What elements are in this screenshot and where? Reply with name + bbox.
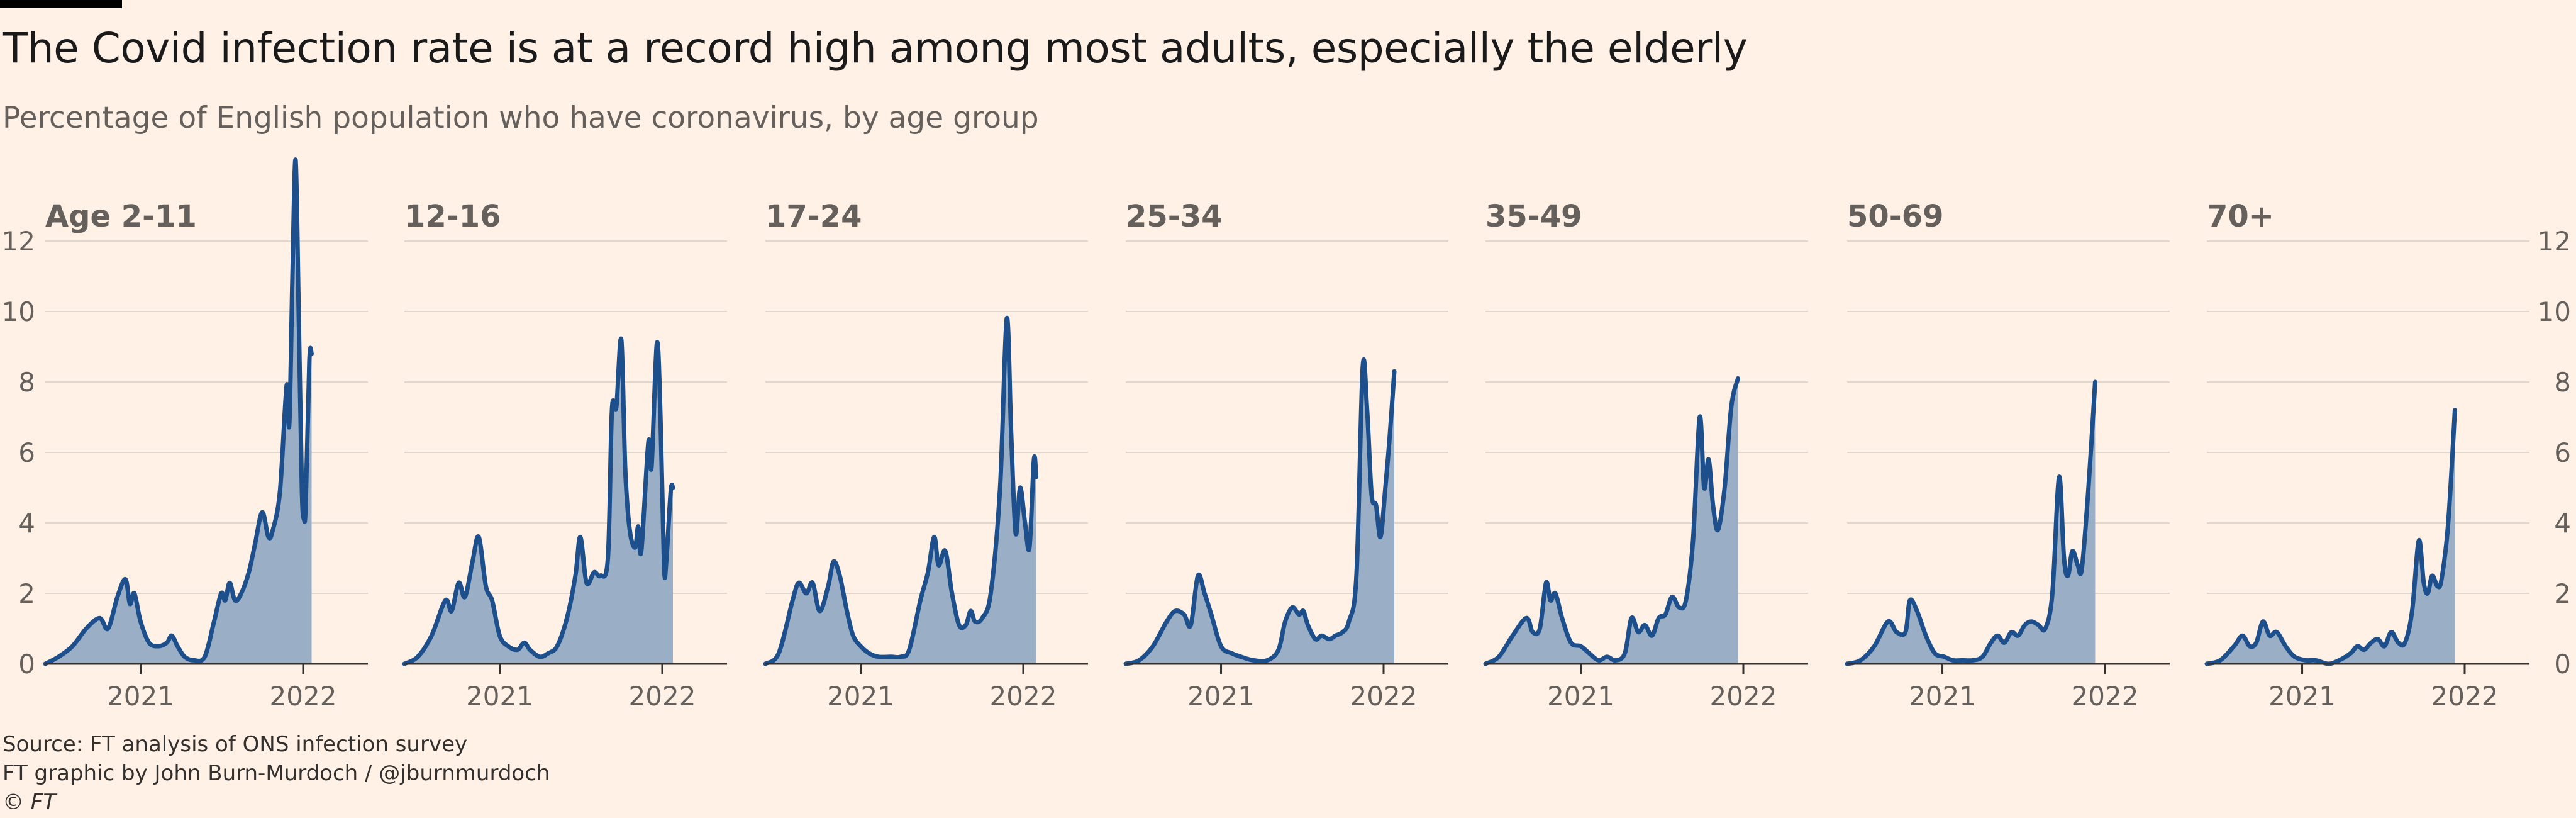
y-tick-label-left: 4: [18, 508, 35, 539]
x-tick-label: 2021: [1547, 681, 1614, 712]
series-line-50-69: [1845, 379, 2097, 666]
panel-label-25-34: 25-34: [1126, 199, 1223, 234]
panel-label-age-2-11: Age 2-11: [45, 199, 197, 234]
panel-label-50-69: 50-69: [1847, 199, 1944, 234]
y-tick-label-left: 6: [18, 437, 35, 468]
y-tick-label-right: 2: [2554, 578, 2571, 609]
area-50-69: [1847, 382, 2096, 664]
y-tick-label-right: 10: [2538, 296, 2571, 327]
panel-label-70: 70+: [2207, 199, 2274, 234]
x-tick-label: 2021: [466, 681, 533, 712]
footer: Source: FT analysis of ONS infection sur…: [3, 730, 550, 817]
x-tick-label: 2021: [1187, 681, 1255, 712]
x-tick-label: 2021: [2268, 681, 2336, 712]
series-line-12-16: [402, 336, 675, 666]
area-25-34: [1126, 359, 1394, 664]
credit-note: FT graphic by John Burn-Murdoch / @jburn…: [3, 761, 550, 786]
x-tick-label: 2021: [827, 681, 894, 712]
y-tick-label-left: 2: [18, 578, 35, 609]
series-line-17-24: [763, 315, 1038, 666]
panel-label-35-49: 35-49: [1485, 199, 1582, 234]
series-line-age-2-11: [43, 157, 314, 666]
x-tick-label: 2022: [2072, 681, 2139, 712]
x-tick-label: 2022: [629, 681, 696, 712]
chart-title: The Covid infection rate is at a record …: [3, 24, 1748, 72]
y-tick-label-right: 4: [2554, 508, 2571, 539]
area-70: [2207, 410, 2455, 664]
x-tick-label: 2021: [107, 681, 174, 712]
x-tick-label: 2021: [1909, 681, 1976, 712]
brand-bar: [0, 0, 122, 8]
y-tick-label-left: 8: [18, 367, 35, 398]
area-12-16: [404, 338, 673, 664]
x-tick-label: 2022: [2431, 681, 2499, 712]
x-tick-label: 2022: [990, 681, 1057, 712]
y-tick-label-right: 6: [2554, 437, 2571, 468]
source-note: Source: FT analysis of ONS infection sur…: [3, 732, 468, 757]
panel-label-12-16: 12-16: [404, 199, 501, 234]
x-tick-label: 2022: [1350, 681, 1418, 712]
y-tick-label-left: 10: [2, 296, 35, 327]
area-age-2-11: [45, 159, 312, 664]
series-line-25-34: [1123, 357, 1397, 666]
y-tick-label-left: 12: [2, 226, 35, 257]
y-tick-label-left: 0: [18, 649, 35, 680]
x-tick-label: 2022: [1710, 681, 1777, 712]
series-line-70: [2204, 408, 2457, 666]
chart-subtitle: Percentage of English population who hav…: [3, 101, 1039, 135]
copyright-note: © FT: [3, 790, 57, 815]
series-line-35-49: [1483, 376, 1740, 666]
area-17-24: [765, 318, 1036, 664]
y-tick-label-right: 8: [2554, 367, 2571, 398]
small-multiples-chart: 0 0 2 2 4 4 6 6 8 8 10 10 12 12 2021 2022 Age 2-11 2021 20…: [2, 157, 2571, 712]
panel-label-17-24: 17-24: [765, 199, 862, 234]
y-tick-label-right: 12: [2538, 226, 2571, 257]
x-tick-label: 2022: [270, 681, 337, 712]
y-tick-label-right: 0: [2554, 649, 2571, 680]
